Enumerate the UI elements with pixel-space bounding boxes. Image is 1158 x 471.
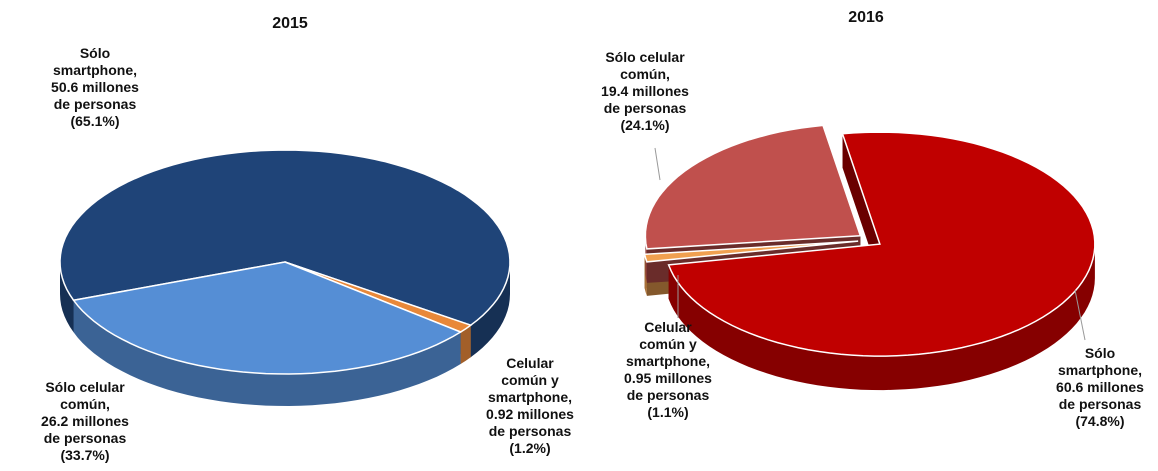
label-line: común, <box>60 396 110 412</box>
slice <box>72 261 463 375</box>
label-line: de personas <box>489 423 572 439</box>
label-line: de personas <box>1059 396 1142 412</box>
label-line: 60.6 millones <box>1056 379 1144 395</box>
slice-wall <box>460 325 471 364</box>
label-line: Sólo celular <box>605 49 685 65</box>
slice-wall <box>668 244 1095 391</box>
slice-side <box>842 133 880 279</box>
data-label: 19.4 millones de personas (24.1%) <box>601 83 689 133</box>
label-line: (1.1%) <box>647 404 688 420</box>
label-line: 19.4 millones <box>601 83 689 99</box>
label-line: 0.92 millones <box>486 406 574 422</box>
label-line: Sólo <box>1085 345 1115 361</box>
label-line: (65.1%) <box>70 113 119 129</box>
label-line: Celular <box>644 319 692 335</box>
label-line: 26.2 millones <box>41 413 129 429</box>
label-line: de personas <box>44 430 127 446</box>
label-line: común y <box>501 372 559 388</box>
label-line: de personas <box>54 96 137 112</box>
data-label: Celular común y smartphone, <box>488 355 572 405</box>
label-line: 50.6 millones <box>51 79 139 95</box>
leader-line <box>1074 289 1086 341</box>
slice <box>644 124 862 250</box>
label-line: 0.95 millones <box>624 370 712 386</box>
label-line: smartphone, <box>53 62 137 78</box>
label-line: (33.7%) <box>60 447 109 463</box>
label-line: (1.2%) <box>509 440 550 456</box>
data-label: 60.6 millones de personas (74.8%) <box>1056 379 1144 429</box>
data-label: 0.92 millones de personas (1.2%) <box>486 406 574 456</box>
slice <box>59 149 511 327</box>
label-line: Celular <box>506 355 554 371</box>
chart-title: 2015 <box>272 15 308 32</box>
slice <box>667 131 1096 357</box>
label-line: de personas <box>627 387 710 403</box>
label-line: Sólo celular <box>45 379 125 395</box>
data-label: Sólo celular común, <box>45 379 125 412</box>
slice-wall <box>60 262 74 333</box>
pie <box>59 149 511 406</box>
pie <box>643 124 1096 391</box>
data-label: Sólo celular común, <box>605 49 685 82</box>
leader-line <box>654 147 661 181</box>
slice-wall <box>470 262 510 358</box>
chart-title: 2016 <box>848 9 884 26</box>
slice <box>643 240 859 263</box>
data-label: Sólo smartphone, <box>53 45 137 78</box>
label-line: común y <box>639 336 697 352</box>
data-label: Celular común y smartphone, <box>626 319 710 369</box>
data-label: 26.2 millones de personas (33.7%) <box>41 413 129 463</box>
label-line: smartphone, <box>488 389 572 405</box>
data-label: 50.6 millones de personas (65.1%) <box>51 79 139 129</box>
data-label: Sólo smartphone, <box>1058 345 1142 378</box>
label-line: de personas <box>604 100 687 116</box>
data-label: 0.95 millones de personas (1.1%) <box>624 370 712 420</box>
label-line: smartphone, <box>1058 362 1142 378</box>
label-line: (24.1%) <box>620 117 669 133</box>
label-line: smartphone, <box>626 353 710 369</box>
label-line: Sólo <box>80 45 110 61</box>
label-line: común, <box>620 66 670 82</box>
label-line: (74.8%) <box>1075 413 1124 429</box>
slice-wall <box>73 300 461 406</box>
